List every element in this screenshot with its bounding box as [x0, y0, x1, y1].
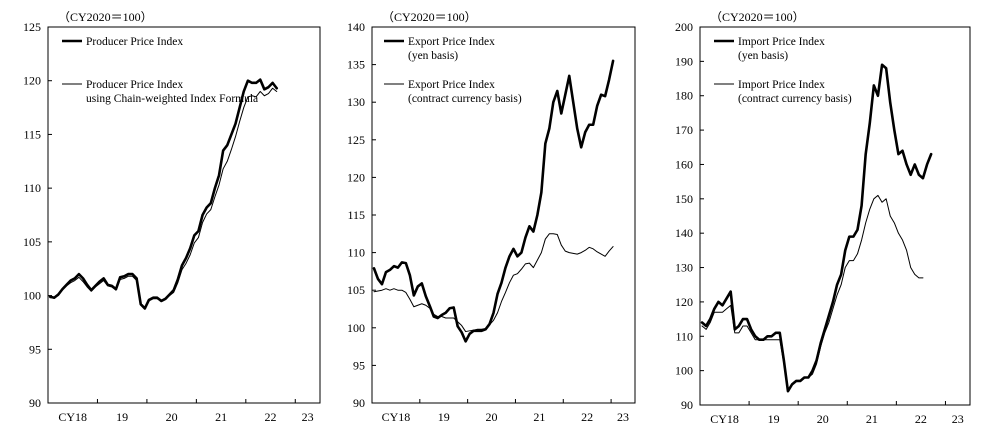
- chart-panel-3: 90 100 110 120 130 140 150 160 170 180 190 200 CY18 1…: [675, 10, 971, 426]
- y-tick-label: 105: [23, 235, 41, 249]
- series-line-1: [48, 78, 279, 310]
- y-tick-label: 95: [353, 358, 365, 372]
- y-tick-label: 160: [675, 157, 693, 171]
- y-tick-label: 130: [675, 261, 693, 275]
- x-tick-label: 23: [952, 412, 964, 426]
- x-tick-label: 22: [581, 410, 593, 424]
- legend-label-1: Import Price Index (yen basis): [738, 36, 825, 62]
- y-tick-label: 130: [347, 95, 365, 109]
- x-tick-label: CY18: [58, 410, 87, 424]
- x-tick-label: 23: [302, 410, 314, 424]
- x-tick-label: 21: [533, 410, 545, 424]
- chart-panel-2: 90 95 100 105 110 115 120 125 130 135 140 CY18 19 20 2…: [347, 10, 636, 424]
- series-line-1: [372, 59, 615, 343]
- legend-label-2: Producer Price Index using Chain-weighted…: [86, 79, 258, 105]
- x-tick-label: 22: [915, 412, 927, 426]
- y-tick-label: 100: [675, 364, 693, 378]
- x-tick-label: 19: [768, 412, 780, 426]
- y-tick-label: 110: [347, 246, 365, 260]
- y-tick-label: 150: [675, 192, 693, 206]
- x-tick-label: 20: [486, 410, 498, 424]
- legend-label-1: Producer Price Index: [86, 36, 183, 48]
- y-tick-label: 110: [675, 329, 693, 343]
- y-tick-label: 95: [29, 342, 41, 356]
- y-tick-label: 115: [23, 127, 41, 141]
- y-tick-label: 180: [675, 89, 693, 103]
- x-tick-label: CY18: [710, 412, 739, 426]
- legend-label-2: Export Price Index (contract currency bas…: [408, 79, 522, 105]
- legend-label-1: Export Price Index (yen basis): [408, 36, 495, 62]
- y-tick-label: 170: [675, 123, 693, 137]
- x-tick-label: 20: [817, 412, 829, 426]
- y-tick-label: 200: [675, 20, 693, 34]
- chart-panel-1: 90 95 100 105 110 115 120 125 CY18 19 20 21 22 23 （CY2…: [23, 10, 321, 424]
- unit-note: （CY2020＝100）: [710, 10, 805, 24]
- y-tick-label: 125: [23, 20, 41, 34]
- x-tick-label: 21: [866, 412, 878, 426]
- y-tick-label: 115: [347, 208, 365, 222]
- series-line-2: [373, 233, 614, 333]
- x-tick-label: 20: [166, 410, 178, 424]
- x-tick-label: 21: [215, 410, 227, 424]
- y-tick-label: 100: [23, 289, 41, 303]
- plot-frame: [47, 26, 321, 404]
- y-tick-label: 140: [347, 20, 365, 34]
- y-tick-label: 105: [347, 283, 365, 297]
- x-tick-label: 22: [265, 410, 277, 424]
- series-line-2: [49, 87, 278, 309]
- series-line-1: [700, 63, 933, 393]
- y-tick-label: 90: [29, 396, 41, 410]
- x-tick-label: 19: [116, 410, 128, 424]
- y-tick-label: 110: [23, 181, 41, 195]
- x-tick-label: 19: [438, 410, 450, 424]
- y-tick-label: 190: [675, 54, 693, 68]
- y-tick-label: 90: [353, 396, 365, 410]
- y-tick-label: 120: [23, 74, 41, 88]
- x-tick-label: CY18: [382, 410, 411, 424]
- series-line-2: [701, 194, 924, 392]
- plot-frame: [699, 26, 971, 406]
- y-tick-label: 120: [347, 170, 365, 184]
- unit-note: （CY2020＝100）: [58, 10, 153, 24]
- y-tick-label: 90: [681, 398, 693, 412]
- y-tick-label: 100: [347, 321, 365, 335]
- legend-label-2: Import Price Index (contract currency bas…: [738, 79, 852, 105]
- y-tick-label: 120: [675, 295, 693, 309]
- y-tick-label: 140: [675, 226, 693, 240]
- x-tick-label: 23: [617, 410, 629, 424]
- unit-note: （CY2020＝100）: [382, 10, 477, 24]
- y-tick-label: 135: [347, 58, 365, 72]
- y-tick-label: 125: [347, 133, 365, 147]
